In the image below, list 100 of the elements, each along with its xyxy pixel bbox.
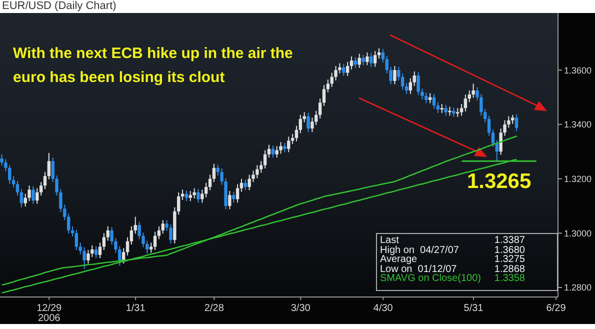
candlestick [275,146,278,158]
candlestick [12,176,16,188]
candlestick [404,82,408,94]
candlestick [153,231,157,250]
x-tick-label: 6/29 [546,303,566,314]
candlestick [180,189,184,200]
candlestick [412,70,416,86]
candlestick [326,79,330,93]
candlestick [298,114,302,134]
y-tick-label: 1.3400 [564,120,592,130]
candlestick [464,94,468,112]
x-tick-label: 3/30 [290,303,311,314]
candlestick [248,174,251,191]
candlestick [287,136,290,153]
candlestick [98,242,102,259]
candlestick [271,145,275,158]
candlestick [228,190,232,210]
candlestick [472,83,475,98]
candlestick [74,229,78,250]
candlestick [416,72,420,96]
candlestick [146,240,149,254]
candlestick [424,92,428,104]
x-tick-label: 2/28 [204,303,224,314]
candlestick [208,174,212,191]
candlestick [366,52,369,66]
candlestick [82,246,86,270]
candlestick [294,125,298,142]
candlestick [157,226,161,240]
candlestick [20,188,24,208]
candlestick [350,56,354,70]
candlestick [184,190,188,202]
candlestick [47,152,51,180]
ref-line-label: 1.3265 [466,170,532,194]
candlestick [354,56,358,68]
candlestick [283,142,286,153]
candlestick [408,78,412,94]
annotation: With the next ECB hike up in the air the euro has been losing its clout [13,44,293,88]
candlestick [432,93,436,110]
candlestick [491,128,495,148]
candlestick [236,184,240,204]
candlestick [32,186,35,204]
candlestick [452,107,456,118]
candlestick [314,110,318,126]
candlestick [232,191,236,204]
candlestick [90,244,94,258]
candlestick [204,182,208,198]
candlestick [346,61,350,77]
candlestick [161,220,164,234]
candlestick [16,180,20,196]
candlestick [188,190,192,202]
candlestick [370,52,373,68]
chart-title: EUR/USD (Daily Chart) [2,0,116,12]
candlestick [134,216,137,234]
candlestick [306,112,310,133]
candlestick [487,115,491,136]
candlestick [66,213,70,234]
candlestick [322,84,326,106]
candlestick [94,246,98,259]
candlestick [256,164,259,179]
candlestick [358,53,361,68]
candlestick [279,142,282,154]
y-tick-label: 1.3000 [564,228,592,238]
text: 2006 [38,313,61,324]
candlestick [149,242,153,254]
candlestick [36,188,39,204]
candlestick [263,150,267,169]
candlestick [393,65,396,85]
candlestick [118,246,122,266]
candlestick [444,104,448,116]
x-tick-label: 12/29 [36,303,62,314]
candlestick [240,178,244,192]
y-tick-label: 1.2800 [564,282,592,293]
candlestick [400,73,404,90]
info-panel: Last 1.3387 High on 04/27/07 1.3680 Average 1.3275 Low on 01/12/07 1.2868 SMAVG on Close(100) 1.3358 [376,233,558,291]
candlestick [499,128,502,156]
candlestick [436,102,440,114]
y-tick-label: 1.3200 [564,174,592,184]
candlestick [267,144,271,158]
x-tick-label: 1/31 [126,303,146,314]
x-tick-label: 5/31 [464,303,484,314]
x-tick-label: 4/30 [373,303,394,314]
candlestick [86,249,90,264]
candlestick [39,182,43,196]
candlestick [106,226,110,242]
candlestick [24,193,27,207]
candlestick [102,232,106,250]
candlestick [330,72,334,88]
candlestick [196,188,200,204]
candlestick [260,160,263,174]
candlestick [318,98,322,119]
candlestick [468,90,471,103]
candlestick [192,188,196,199]
candlestick [126,236,130,256]
candlestick [8,164,12,184]
candlestick [514,114,518,132]
candlestick [244,179,247,191]
candlestick [373,50,377,68]
candlestick [342,64,346,77]
candlestick [460,104,464,116]
candlestick [381,48,385,63]
